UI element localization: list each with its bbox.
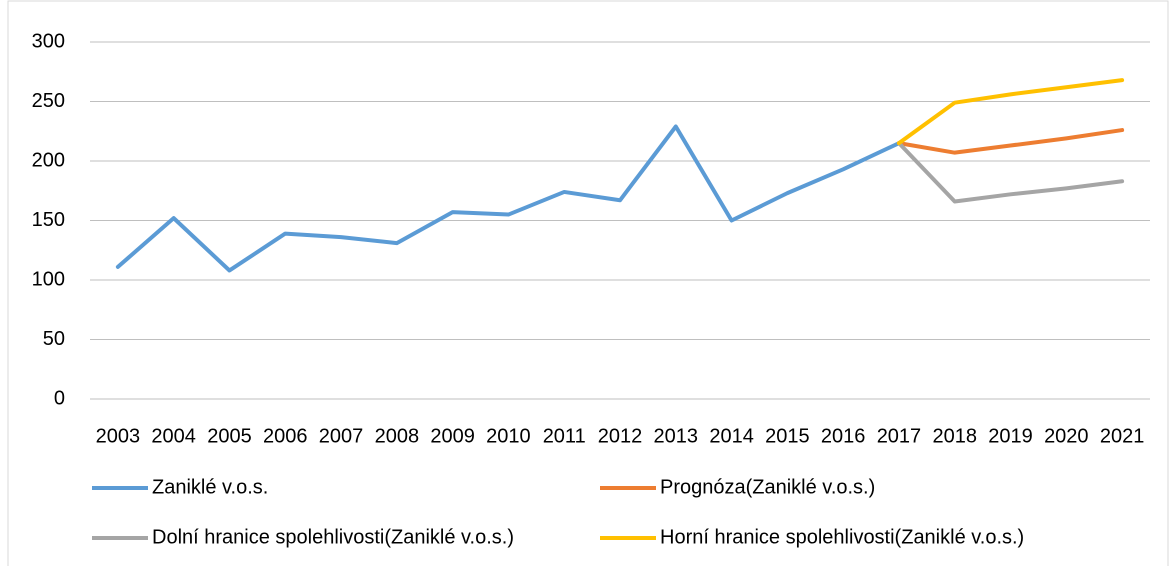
x-tick-label: 2017 xyxy=(877,425,922,447)
x-tick-label: 2003 xyxy=(96,425,141,447)
x-tick-label: 2019 xyxy=(988,425,1033,447)
x-tick-label: 2006 xyxy=(263,425,308,447)
legend-label: Horní hranice spolehlivosti(Zaniklé v.o.… xyxy=(660,526,1024,548)
y-tick-label: 100 xyxy=(32,268,65,290)
x-tick-label: 2009 xyxy=(430,425,475,447)
series-line xyxy=(896,78,1125,146)
x-tick-label: 2014 xyxy=(709,425,754,447)
legend-label: Prognóza(Zaniklé v.o.s.) xyxy=(660,476,875,498)
y-tick-label: 200 xyxy=(32,149,65,171)
y-tick-label: 250 xyxy=(32,90,65,112)
chart-border xyxy=(7,0,1169,566)
x-tick-label: 2005 xyxy=(207,425,252,447)
x-tick-label: 2016 xyxy=(821,425,866,447)
legend-label: Zaniklé v.o.s. xyxy=(152,476,268,498)
series-line xyxy=(115,124,901,273)
y-tick-label: 300 xyxy=(32,30,65,52)
x-tick-label: 2015 xyxy=(765,425,810,447)
x-tick-label: 2010 xyxy=(486,425,531,447)
x-tick-label: 2011 xyxy=(543,425,586,447)
x-tick-label: 2018 xyxy=(932,425,977,447)
y-tick-label: 50 xyxy=(43,328,65,350)
x-tick-label: 2004 xyxy=(151,425,196,447)
y-tick-label: 0 xyxy=(54,387,65,409)
y-tick-label: 150 xyxy=(32,209,65,231)
x-tick-label: 2021 xyxy=(1100,425,1145,447)
x-tick-label: 2020 xyxy=(1044,425,1089,447)
series-line xyxy=(896,128,1125,155)
series-line xyxy=(896,141,1125,204)
x-tick-label: 2008 xyxy=(375,425,420,447)
legend-label: Dolní hranice spolehlivosti(Zaniklé v.o.… xyxy=(152,526,514,548)
x-tick-label: 2007 xyxy=(319,425,364,447)
x-tick-label: 2012 xyxy=(598,425,643,447)
x-tick-label: 2013 xyxy=(654,425,699,447)
